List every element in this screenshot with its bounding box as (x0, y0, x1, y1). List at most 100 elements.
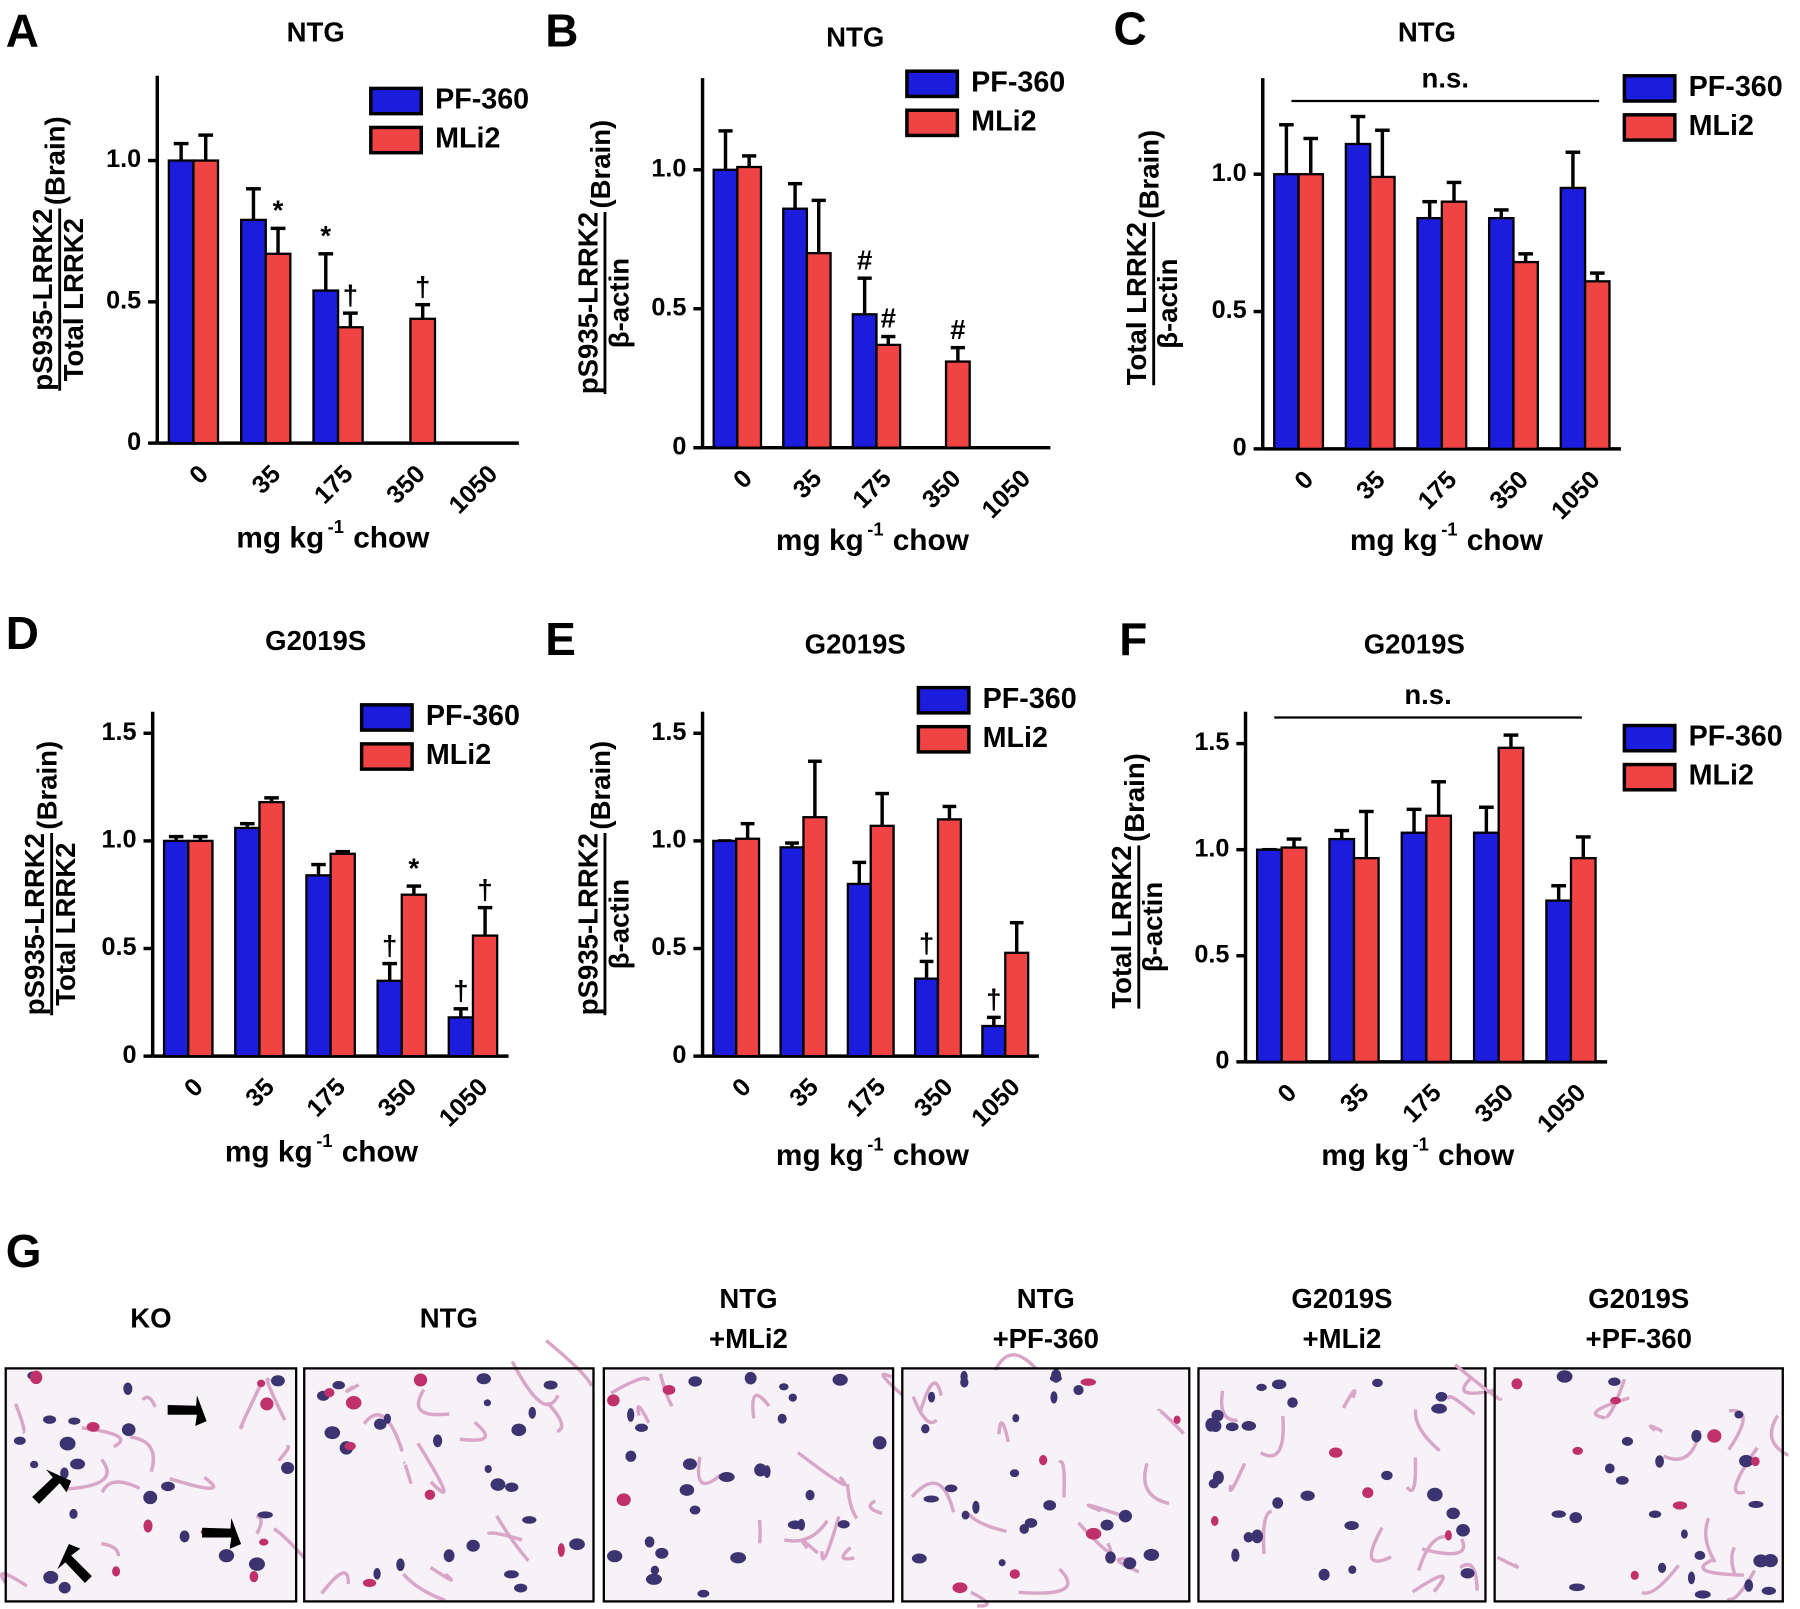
y-label-denominator: β-actin (1137, 882, 1168, 972)
significance-mark: † (986, 984, 1001, 1015)
error-bar (1518, 252, 1533, 263)
cell-nucleus (1009, 1569, 1020, 1579)
y-label-numerator: Total LRRK2 (1121, 222, 1152, 385)
chart-title: NTG (1398, 17, 1456, 48)
cell-nucleus (1615, 1476, 1629, 1485)
cell-nucleus (543, 1380, 558, 1390)
cell-nucleus (70, 1458, 86, 1470)
cell-nucleus (634, 1423, 648, 1433)
cell-nucleus (1687, 1571, 1696, 1585)
legend-swatch (916, 685, 971, 715)
cell-nucleus (218, 1549, 235, 1563)
cell-nucleus (1344, 1520, 1359, 1531)
cell-nucleus (627, 1408, 635, 1422)
error-bar (318, 252, 334, 291)
legend-swatch (905, 69, 960, 99)
tissue-septum (416, 1442, 446, 1494)
cell-nucleus (1744, 1579, 1754, 1592)
tissue-septum (911, 1395, 938, 1425)
y-tick-label: 1.0 (1194, 834, 1229, 862)
error-bar (1446, 180, 1462, 202)
y-label-numerator: pS935-LRRK2 (572, 212, 603, 394)
tissue-septum (1641, 1564, 1680, 1595)
bar (1344, 142, 1372, 451)
tissue-septum (1413, 1409, 1441, 1453)
x-tick-label: 350 (1470, 1079, 1520, 1129)
x-label-rest: chow (342, 1136, 419, 1169)
bar (735, 837, 761, 1058)
cell-nucleus (1212, 1470, 1224, 1485)
cell-nucleus (679, 1484, 695, 1496)
bar (1255, 848, 1283, 1064)
x-tick-label: 35 (240, 1073, 280, 1113)
cell-nucleus (1348, 1565, 1357, 1575)
cell-nucleus (59, 1436, 76, 1451)
cell-nucleus (697, 1589, 710, 1598)
error-bar (986, 1015, 1001, 1026)
x-tick-label: 1050 (966, 1073, 1026, 1133)
bar (869, 824, 895, 1058)
histology-image (1453, 1363, 1790, 1603)
x-label-sup: -1 (328, 516, 344, 537)
cell-nucleus (952, 1582, 968, 1594)
error-bar (1493, 208, 1509, 219)
cell-nucleus (1381, 1470, 1393, 1481)
cell-nucleus (1621, 1436, 1634, 1446)
tissue-septum (265, 1377, 287, 1421)
x-tick-label: 1050 (1532, 1079, 1592, 1139)
cell-nucleus (1556, 1370, 1573, 1383)
cell-nucleus (787, 1520, 803, 1530)
bar (1352, 857, 1380, 1064)
cell-nucleus (1446, 1507, 1460, 1520)
y-tick-label: 0.5 (1212, 296, 1247, 324)
tissue-septum (239, 1383, 263, 1430)
tissue-septum (13, 1403, 26, 1434)
bracket-label: n.s. (1422, 63, 1469, 94)
error-bar (1350, 114, 1366, 144)
x-label: mg kg -1 chow (776, 518, 970, 557)
cell-nucleus (1243, 1532, 1254, 1543)
cell-nucleus (1691, 1429, 1702, 1443)
x-label-base: mg kg (1321, 1139, 1409, 1172)
bar (936, 818, 963, 1058)
cell-nucleus (682, 1458, 697, 1470)
y-tick-label: 0.5 (1194, 940, 1229, 968)
x-tick-label: 350 (917, 464, 967, 514)
bracket-label: n.s. (1404, 679, 1451, 710)
cell-nucleus (161, 1481, 175, 1492)
legend-swatch (1622, 762, 1677, 792)
error-bar (808, 759, 822, 818)
cell-nucleus (1761, 1586, 1777, 1595)
arrow-group (32, 1395, 242, 1584)
bar (1280, 846, 1308, 1064)
error-bar (453, 1007, 469, 1018)
image-border (1197, 1367, 1487, 1603)
x-label-base: mg kg (1350, 524, 1438, 557)
y-label: pS935-LRRK2 Total LRRK2 (Brain) (19, 741, 81, 1016)
error-bar (1431, 780, 1447, 816)
image-label: NTG (420, 1302, 478, 1333)
bar (782, 207, 809, 449)
cell-nucleus (645, 1573, 662, 1585)
x-label: mg kg -1 chow (225, 1130, 419, 1169)
error-bar (1009, 920, 1024, 953)
y-tick-label: 1.0 (651, 826, 686, 854)
cell-nucleus (779, 1383, 789, 1391)
tissue-septum (459, 1420, 488, 1442)
cell-nucleus (1231, 1548, 1240, 1562)
tissue-septum (1411, 1574, 1445, 1594)
bar (167, 159, 195, 445)
bar (305, 874, 332, 1058)
y-tick-label: 1.5 (1194, 728, 1229, 756)
histology-image (901, 1353, 1191, 1608)
image-border (303, 1367, 595, 1603)
cell-nucleus (249, 1570, 259, 1583)
cell-nucleus (43, 1570, 59, 1584)
significance-mark: # (881, 303, 896, 334)
cell-nucleus (1630, 1570, 1639, 1580)
tissue-septum (993, 1353, 1038, 1371)
cell-nucleus (29, 1460, 39, 1469)
cell-nucleus (1209, 1420, 1222, 1433)
cell-nucleus (961, 1510, 970, 1520)
bar (1559, 186, 1587, 451)
